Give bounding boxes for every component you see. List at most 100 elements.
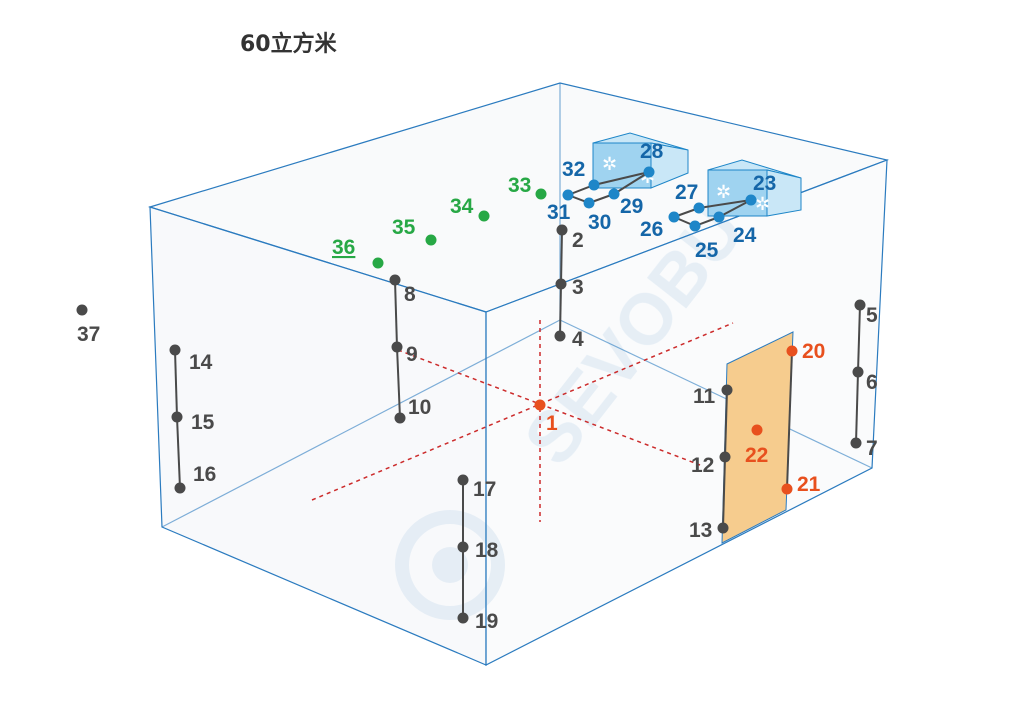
- point-label-6: 6: [866, 371, 878, 394]
- point-marker-35: [425, 234, 437, 246]
- point-label-11: 11: [693, 385, 716, 408]
- point-marker-18: [457, 541, 469, 553]
- point-marker-8: [389, 274, 401, 286]
- point-marker-7: [850, 437, 862, 449]
- point-marker-22: [751, 424, 763, 436]
- connector-line: [174, 349, 178, 418]
- point-label-12: 12: [691, 454, 714, 477]
- connector-line: [718, 199, 752, 218]
- connector-line: [176, 416, 181, 489]
- point-label-18: 18: [475, 539, 499, 562]
- connector-line: [394, 279, 398, 348]
- point-label-23: 23: [753, 172, 776, 195]
- point-label-5: 5: [866, 304, 878, 327]
- point-marker-24: [713, 211, 725, 223]
- point-label-37: 37: [77, 323, 100, 346]
- point-marker-20: [786, 345, 798, 357]
- point-label-27: 27: [675, 181, 698, 204]
- connector-line: [855, 371, 859, 444]
- point-marker-31: [562, 189, 574, 201]
- point-label-13: 13: [689, 519, 712, 542]
- point-marker-25: [689, 220, 701, 232]
- point-marker-5: [854, 299, 866, 311]
- point-marker-12: [719, 451, 731, 463]
- point-marker-3: [555, 278, 567, 290]
- point-label-8: 8: [404, 283, 416, 306]
- point-label-24: 24: [733, 224, 757, 247]
- connector-line: [698, 199, 752, 209]
- connector-line: [724, 389, 728, 458]
- point-label-3: 3: [572, 276, 584, 299]
- guide-diagonal-2: [397, 349, 701, 466]
- connector-line: [722, 456, 726, 529]
- point-marker-14: [169, 344, 181, 356]
- point-label-28: 28: [640, 140, 664, 163]
- fan-icon: ✲: [755, 194, 770, 214]
- point-marker-1: [534, 399, 546, 411]
- center-guides: [311, 320, 734, 522]
- point-marker-30: [583, 197, 595, 209]
- point-marker-26: [668, 211, 680, 223]
- point-marker-27: [693, 202, 705, 214]
- point-marker-28: [643, 166, 655, 178]
- point-marker-9: [391, 341, 403, 353]
- fan-icon: ✲: [716, 182, 731, 202]
- point-label-2: 2: [572, 229, 584, 252]
- point-label-35: 35: [392, 216, 416, 239]
- point-label-19: 19: [475, 610, 498, 633]
- point-label-36: 36: [332, 236, 355, 259]
- point-marker-11: [721, 384, 733, 396]
- connectors: [174, 171, 861, 618]
- point-label-4: 4: [572, 328, 584, 351]
- point-marker-37: [76, 304, 88, 316]
- connector-line: [396, 346, 401, 419]
- point-marker-33: [535, 188, 547, 200]
- point-marker-4: [554, 330, 566, 342]
- point-marker-13: [717, 522, 729, 534]
- point-label-17: 17: [473, 478, 496, 501]
- hidden-edge-floor-left: [161, 319, 561, 528]
- point-label-15: 15: [191, 411, 215, 434]
- point-label-20: 20: [802, 340, 825, 363]
- point-marker-16: [174, 482, 186, 494]
- point-label-22: 22: [745, 444, 768, 467]
- point-label-14: 14: [189, 351, 213, 374]
- point-label-25: 25: [695, 239, 719, 262]
- fan-icon: ✲: [602, 154, 617, 174]
- point-label-16: 16: [193, 463, 216, 486]
- point-marker-23: [745, 194, 757, 206]
- point-label-33: 33: [508, 174, 531, 197]
- point-marker-10: [394, 412, 406, 424]
- connector-line: [857, 304, 861, 373]
- point-label-29: 29: [620, 195, 643, 218]
- point-label-30: 30: [588, 211, 611, 234]
- point-label-26: 26: [640, 218, 663, 241]
- door-panel: [721, 331, 794, 544]
- point-marker-32: [588, 179, 600, 191]
- point-marker-21: [781, 483, 793, 495]
- connector-line: [786, 350, 793, 490]
- point-marker-6: [852, 366, 864, 378]
- point-label-1: 1: [546, 412, 558, 435]
- point-label-31: 31: [547, 201, 571, 224]
- point-marker-15: [171, 411, 183, 423]
- hidden-edge-floor-right: [559, 319, 873, 469]
- connector-line: [593, 171, 650, 186]
- connector-line: [559, 283, 562, 337]
- point-marker-29: [608, 188, 620, 200]
- point-marker-19: [457, 612, 469, 624]
- room-box: [147, 82, 890, 666]
- point-marker-2: [556, 224, 568, 236]
- point-marker-36: [372, 257, 384, 269]
- point-label-21: 21: [797, 473, 821, 496]
- point-label-34: 34: [450, 195, 474, 218]
- connector-line: [613, 171, 650, 195]
- point-label-10: 10: [408, 396, 431, 419]
- point-label-32: 32: [562, 158, 585, 181]
- point-label-7: 7: [866, 437, 878, 460]
- point-label-9: 9: [406, 343, 418, 366]
- page-title: 60立方米: [240, 32, 337, 57]
- point-marker-34: [478, 210, 490, 222]
- connector-line: [560, 229, 563, 285]
